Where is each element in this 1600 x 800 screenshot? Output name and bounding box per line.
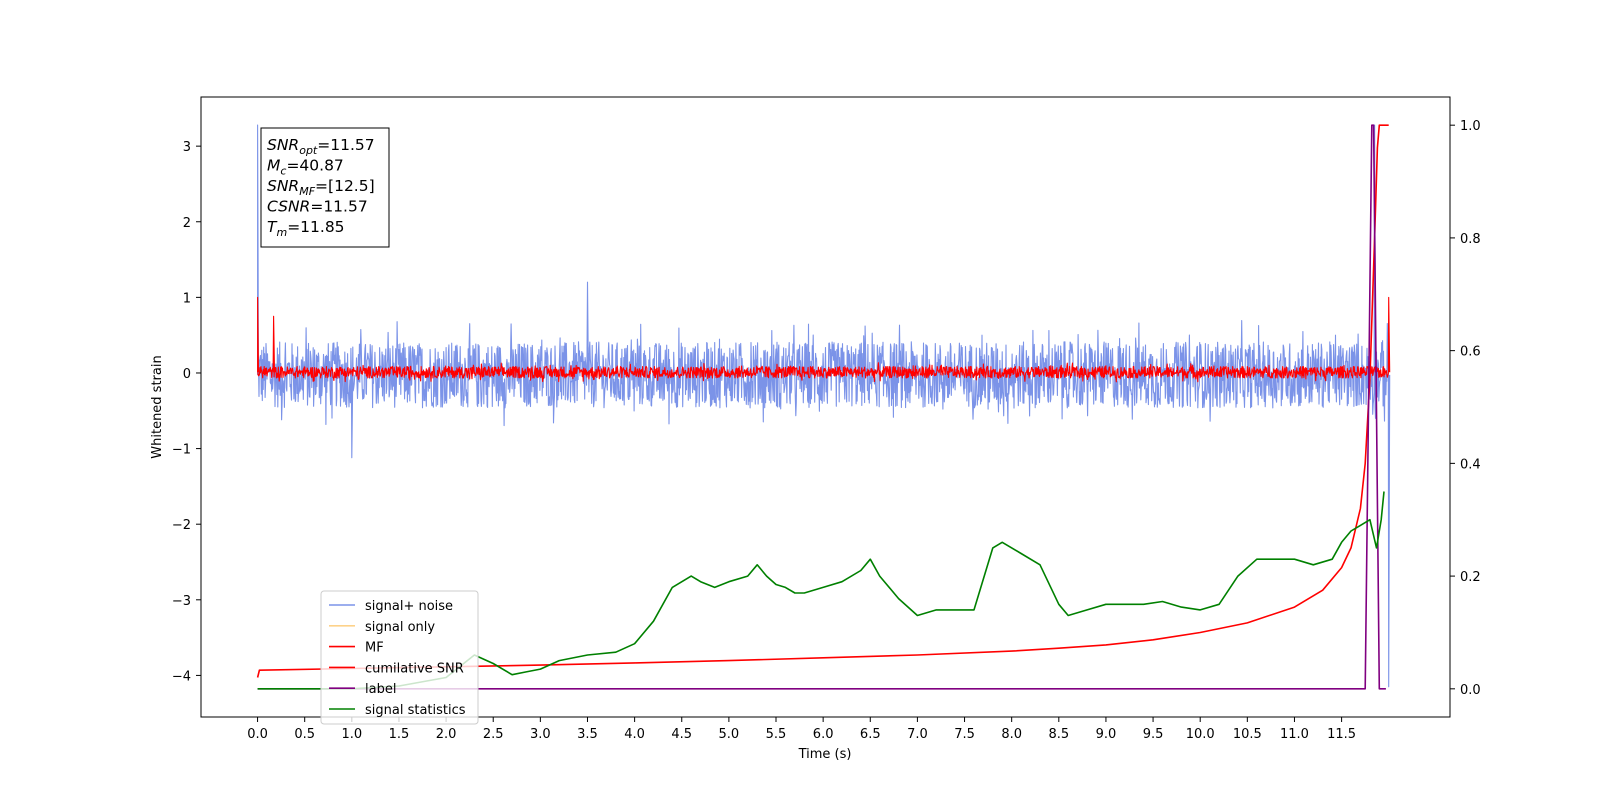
x-tick-label: 5.5 xyxy=(766,727,787,742)
y-tick-label: 0 xyxy=(183,367,191,382)
series-signal-statistics-line xyxy=(257,491,1385,690)
y-tick-label: 3 xyxy=(183,140,191,155)
x-tick-label: 8.0 xyxy=(1001,727,1022,742)
x-tick-label: 5.0 xyxy=(719,727,740,742)
x-tick-label: 4.5 xyxy=(671,727,692,742)
x-tick-label: 6.0 xyxy=(813,727,834,742)
y-tick-label: −1 xyxy=(172,443,191,458)
y-tick-label: 2 xyxy=(183,216,191,231)
annotation-line: Tm=11.85 xyxy=(267,218,345,239)
x-tick-label: 9.0 xyxy=(1096,727,1117,742)
y-axis-left: 3 2 1 0 −1 −2 −3 −4 xyxy=(172,140,201,684)
x-tick-label: 2.5 xyxy=(483,727,504,742)
y-tick-label: 1 xyxy=(183,291,191,306)
x-tick-label: 2.0 xyxy=(436,727,457,742)
y-tick-label: −2 xyxy=(172,518,191,533)
x-tick-label: 0.5 xyxy=(294,727,315,742)
legend-box xyxy=(320,590,479,725)
x-tick-label: 7.5 xyxy=(954,727,975,742)
x-tick-label: 3.0 xyxy=(530,727,551,742)
y2-tick-label: 0.2 xyxy=(1460,570,1481,585)
x-tick-label: 7.0 xyxy=(907,727,928,742)
x-tick-label: 1.0 xyxy=(341,727,362,742)
legend-label: cumilative SNR xyxy=(365,661,464,676)
legend-label: signal only xyxy=(365,620,435,635)
legend-label: signal+ noise xyxy=(365,599,453,614)
y-axis-label: Whitened strain xyxy=(150,355,165,458)
y2-tick-label: 0.0 xyxy=(1460,683,1481,698)
x-tick-label: 4.0 xyxy=(624,727,645,742)
annotation-line: SNRopt=11.57 xyxy=(267,136,375,157)
parameter-annotation: SNRopt=11.57Mc=40.87SNRMF=[12.5]CSNR=11.… xyxy=(260,127,390,248)
x-tick-label: 10.0 xyxy=(1186,727,1215,742)
series-layer xyxy=(256,124,1391,690)
series-cumilative-snr-line xyxy=(256,124,1389,678)
y2-tick-label: 0.6 xyxy=(1460,345,1481,360)
series-mf-line xyxy=(257,296,1391,383)
x-tick-label: 0.0 xyxy=(247,727,268,742)
y2-tick-label: 0.4 xyxy=(1460,457,1481,472)
y-axis-right: 1.0 0.8 0.6 0.4 0.2 0.0 xyxy=(1450,119,1481,698)
x-tick-label: 8.5 xyxy=(1048,727,1069,742)
x-tick-label: 1.5 xyxy=(389,727,410,742)
y-tick-label: −4 xyxy=(172,669,191,684)
annotation-line: Mc=40.87 xyxy=(267,157,344,178)
x-tick-label: 11.0 xyxy=(1280,727,1309,742)
legend-label: MF xyxy=(365,641,384,656)
legend-label: label xyxy=(365,682,396,697)
legend-label: signal statistics xyxy=(365,703,466,718)
x-tick-label: 3.5 xyxy=(577,727,598,742)
x-axis-label: Time (s) xyxy=(798,747,852,762)
series-signal-noise-line xyxy=(257,124,1391,688)
legend: signal+ noise signal only MF cumilative SNR… xyxy=(320,590,479,725)
y2-tick-label: 0.8 xyxy=(1460,232,1481,247)
x-tick-label: 11.5 xyxy=(1327,727,1356,742)
x-tick-label: 6.5 xyxy=(860,727,881,742)
x-axis: 0.0 0.5 1.0 1.5 2.0 2.5 3.0 3.5 4.0 4.5 5.0 5.5 6.0 6… xyxy=(247,717,1356,742)
plot-frame xyxy=(200,96,1451,718)
y-tick-label: −3 xyxy=(172,594,191,609)
series-label-line xyxy=(257,124,1386,690)
annotation-line: CSNR=11.57 xyxy=(267,198,368,216)
x-tick-label: 9.5 xyxy=(1143,727,1164,742)
y2-tick-label: 1.0 xyxy=(1460,119,1481,134)
annotation-box xyxy=(260,127,390,248)
x-tick-label: 10.5 xyxy=(1233,727,1262,742)
annotation-line: SNRMF=[12.5] xyxy=(267,177,375,198)
